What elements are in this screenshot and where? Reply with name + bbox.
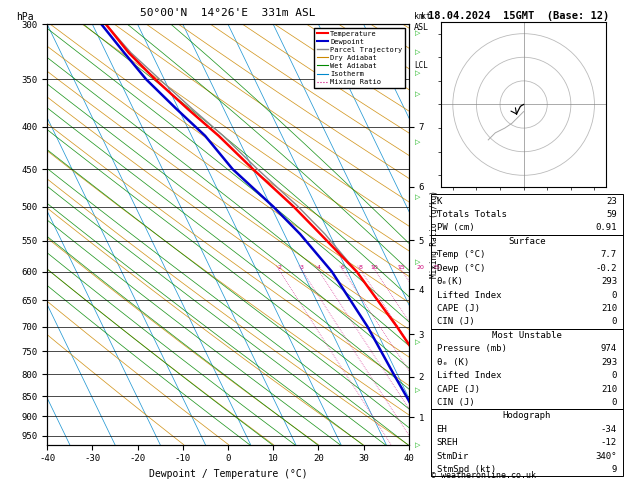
Text: Surface: Surface <box>508 237 545 246</box>
Bar <box>431 235 623 329</box>
Text: 3: 3 <box>299 265 304 270</box>
Text: 0: 0 <box>611 317 617 327</box>
Text: ▷: ▷ <box>415 139 421 145</box>
Text: Hodograph: Hodograph <box>503 411 551 420</box>
Text: 18.04.2024  15GMT  (Base: 12): 18.04.2024 15GMT (Base: 12) <box>428 11 609 21</box>
Text: 9: 9 <box>611 465 617 474</box>
Text: 210: 210 <box>601 304 617 313</box>
Bar <box>431 329 623 409</box>
Text: -34: -34 <box>601 425 617 434</box>
Text: 974: 974 <box>601 344 617 353</box>
Text: ▷: ▷ <box>415 50 421 55</box>
Text: 2: 2 <box>277 265 281 270</box>
Text: 6: 6 <box>341 265 345 270</box>
Text: PW (cm): PW (cm) <box>437 224 474 232</box>
Text: 20: 20 <box>417 265 425 270</box>
Text: km
ASL: km ASL <box>414 12 429 32</box>
Text: ▷: ▷ <box>415 339 421 345</box>
Text: ▷: ▷ <box>415 70 421 76</box>
Text: 15: 15 <box>398 265 405 270</box>
Text: © weatheronline.co.uk: © weatheronline.co.uk <box>431 471 536 480</box>
Text: Lifted Index: Lifted Index <box>437 291 501 299</box>
Text: CAPE (J): CAPE (J) <box>437 304 480 313</box>
Text: 7.7: 7.7 <box>601 250 617 260</box>
Text: 0: 0 <box>611 291 617 299</box>
Legend: Temperature, Dewpoint, Parcel Trajectory, Dry Adiabat, Wet Adiabat, Isotherm, Mi: Temperature, Dewpoint, Parcel Trajectory… <box>314 28 405 88</box>
Text: SREH: SREH <box>437 438 458 447</box>
Text: 210: 210 <box>601 384 617 394</box>
Text: Most Unstable: Most Unstable <box>492 331 562 340</box>
Text: ▷: ▷ <box>415 194 421 200</box>
Text: 340°: 340° <box>596 451 617 461</box>
Text: 0: 0 <box>611 371 617 380</box>
Text: ▷: ▷ <box>415 260 421 265</box>
Text: 0.91: 0.91 <box>596 224 617 232</box>
Text: Lifted Index: Lifted Index <box>437 371 501 380</box>
Text: ▷: ▷ <box>415 91 421 98</box>
Text: 8: 8 <box>359 265 362 270</box>
Text: 10: 10 <box>371 265 379 270</box>
Text: CIN (J): CIN (J) <box>437 398 474 407</box>
Text: CAPE (J): CAPE (J) <box>437 384 480 394</box>
Text: 4: 4 <box>316 265 320 270</box>
Text: StmDir: StmDir <box>437 451 469 461</box>
Text: K: K <box>437 197 442 206</box>
Bar <box>431 194 623 235</box>
Text: Temp (°C): Temp (°C) <box>437 250 485 260</box>
Text: hPa: hPa <box>16 12 34 22</box>
Text: θₑ(K): θₑ(K) <box>437 277 464 286</box>
Text: EH: EH <box>437 425 447 434</box>
Text: CIN (J): CIN (J) <box>437 317 474 327</box>
Text: ▷: ▷ <box>415 30 421 36</box>
X-axis label: Dewpoint / Temperature (°C): Dewpoint / Temperature (°C) <box>148 469 308 479</box>
Text: Pressure (mb): Pressure (mb) <box>437 344 506 353</box>
Text: 293: 293 <box>601 277 617 286</box>
Text: Totals Totals: Totals Totals <box>437 210 506 219</box>
Text: Dewp (°C): Dewp (°C) <box>437 264 485 273</box>
Y-axis label: Mixing Ratio (g/kg): Mixing Ratio (g/kg) <box>430 191 438 278</box>
Text: -12: -12 <box>601 438 617 447</box>
Text: 59: 59 <box>606 210 617 219</box>
Text: ▷: ▷ <box>415 442 421 448</box>
Text: kt: kt <box>421 12 431 20</box>
Text: 293: 293 <box>601 358 617 366</box>
Text: ▷: ▷ <box>415 387 421 393</box>
Text: -0.2: -0.2 <box>596 264 617 273</box>
Text: 0: 0 <box>611 398 617 407</box>
Text: 50°00'N  14°26'E  331m ASL: 50°00'N 14°26'E 331m ASL <box>140 8 316 18</box>
Text: LCL: LCL <box>415 61 428 70</box>
Text: 25: 25 <box>432 265 440 270</box>
Text: StmSpd (kt): StmSpd (kt) <box>437 465 496 474</box>
Text: θₑ (K): θₑ (K) <box>437 358 469 366</box>
Text: 23: 23 <box>606 197 617 206</box>
Bar <box>431 409 623 476</box>
